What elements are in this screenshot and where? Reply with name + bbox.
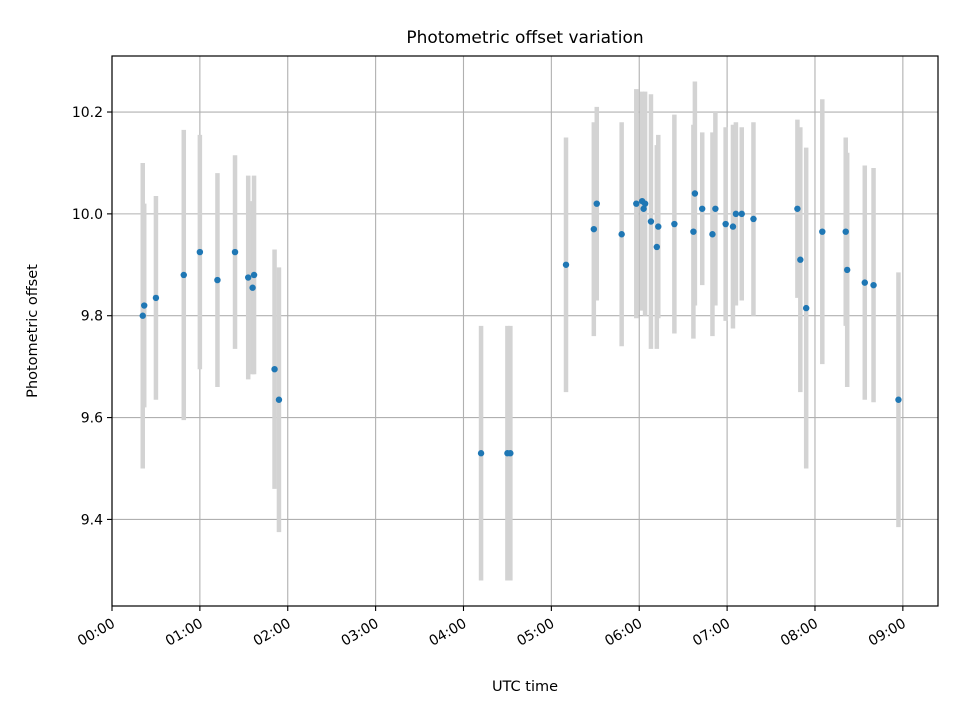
- data-point: [699, 205, 706, 212]
- data-point: [271, 365, 278, 373]
- data-point: [722, 220, 729, 228]
- x-tick-label: 03:00: [339, 616, 382, 650]
- data-point: [842, 228, 849, 235]
- data-point: [655, 223, 662, 230]
- data-point: [729, 223, 737, 230]
- data-point: [477, 450, 485, 457]
- data-point: [653, 243, 661, 251]
- y-tick-label: 9.8: [81, 309, 103, 325]
- data-point: [250, 271, 258, 279]
- data-point: [633, 200, 640, 207]
- data-point: [738, 210, 745, 218]
- x-tick-label: 05:00: [514, 616, 557, 650]
- x-tick-label: 06:00: [602, 616, 645, 650]
- x-tick-label: 04:00: [427, 616, 470, 650]
- data-point: [709, 231, 716, 238]
- data-point: [895, 396, 902, 403]
- x-tick-label: 09:00: [866, 616, 909, 650]
- data-point: [618, 231, 625, 238]
- data-point: [750, 215, 757, 223]
- data-point: [152, 294, 160, 302]
- data-point: [590, 225, 598, 233]
- data-point: [647, 218, 655, 225]
- x-tick-label: 02:00: [251, 616, 294, 650]
- data-point: [691, 190, 699, 197]
- x-axis-label: UTC time: [492, 679, 558, 695]
- y-axis: 9.4 9.6 9.8 10.0 10.2: [72, 105, 112, 528]
- data-point: [245, 274, 252, 281]
- data-point: [231, 248, 239, 256]
- y-axis-label: Photometric offset: [25, 264, 41, 398]
- data-point: [214, 276, 221, 284]
- data-points: [139, 190, 902, 457]
- data-point: [671, 220, 678, 228]
- data-point: [593, 200, 600, 207]
- x-tick-label: 00:00: [75, 616, 118, 650]
- plot-frame: [111, 55, 939, 607]
- data-point: [861, 279, 868, 286]
- y-tick-label: 10.2: [72, 105, 103, 121]
- error-bars: [140, 81, 901, 581]
- data-point: [180, 271, 187, 279]
- y-tick-label: 10.0: [72, 207, 103, 223]
- data-point: [640, 205, 647, 212]
- data-point: [562, 261, 570, 268]
- x-tick-label: 08:00: [778, 616, 821, 650]
- chart-title: Photometric offset variation: [406, 28, 643, 48]
- y-tick-label: 9.6: [81, 411, 103, 427]
- data-point: [139, 312, 146, 319]
- data-point: [843, 266, 851, 274]
- data-point: [690, 228, 697, 235]
- data-point: [712, 205, 719, 212]
- data-point: [732, 210, 740, 218]
- data-point: [141, 302, 148, 309]
- x-tick-label: 07:00: [690, 616, 733, 650]
- data-point: [249, 284, 256, 291]
- data-point: [507, 450, 514, 457]
- data-point: [797, 256, 804, 263]
- data-point: [802, 304, 810, 312]
- data-point: [819, 228, 826, 235]
- data-point: [794, 205, 801, 212]
- data-point: [870, 281, 877, 289]
- x-tick-label: 01:00: [163, 616, 206, 650]
- data-point: [275, 396, 283, 403]
- y-tick-label: 9.4: [81, 512, 103, 528]
- data-point: [641, 200, 649, 207]
- x-axis: 00:00 01:00 02:00 03:00 04:00 05:00 06:00 07:00…: [75, 606, 909, 650]
- data-point: [196, 248, 204, 256]
